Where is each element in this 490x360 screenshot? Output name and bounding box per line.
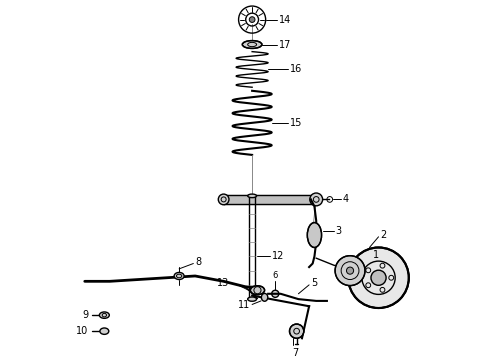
Circle shape [346, 267, 354, 274]
Ellipse shape [247, 194, 257, 198]
Text: 4: 4 [343, 194, 349, 204]
Ellipse shape [307, 222, 321, 247]
Circle shape [371, 270, 386, 285]
Text: 12: 12 [272, 251, 284, 261]
Ellipse shape [99, 312, 109, 318]
Text: 9: 9 [82, 310, 88, 320]
Text: 5: 5 [311, 278, 317, 288]
Text: 2: 2 [380, 230, 387, 240]
Ellipse shape [247, 297, 257, 301]
Ellipse shape [243, 41, 262, 49]
Circle shape [335, 256, 365, 285]
Text: 16: 16 [290, 64, 302, 75]
Circle shape [218, 194, 229, 205]
Text: 17: 17 [279, 40, 291, 50]
Text: 10: 10 [76, 326, 88, 336]
Text: 3: 3 [336, 226, 342, 237]
Text: 7: 7 [292, 348, 298, 358]
Text: 14: 14 [279, 15, 291, 24]
Circle shape [290, 324, 304, 338]
Circle shape [272, 290, 279, 297]
Ellipse shape [250, 286, 265, 295]
Text: 11: 11 [238, 300, 250, 310]
Circle shape [310, 193, 322, 206]
Text: 8: 8 [195, 257, 201, 267]
Ellipse shape [261, 293, 268, 301]
Circle shape [348, 247, 409, 308]
Text: 13: 13 [217, 278, 229, 288]
Circle shape [249, 17, 255, 22]
Text: 15: 15 [290, 118, 302, 128]
Text: 1: 1 [373, 249, 379, 260]
Ellipse shape [100, 328, 109, 334]
Ellipse shape [174, 273, 184, 279]
Text: 6: 6 [272, 270, 278, 279]
